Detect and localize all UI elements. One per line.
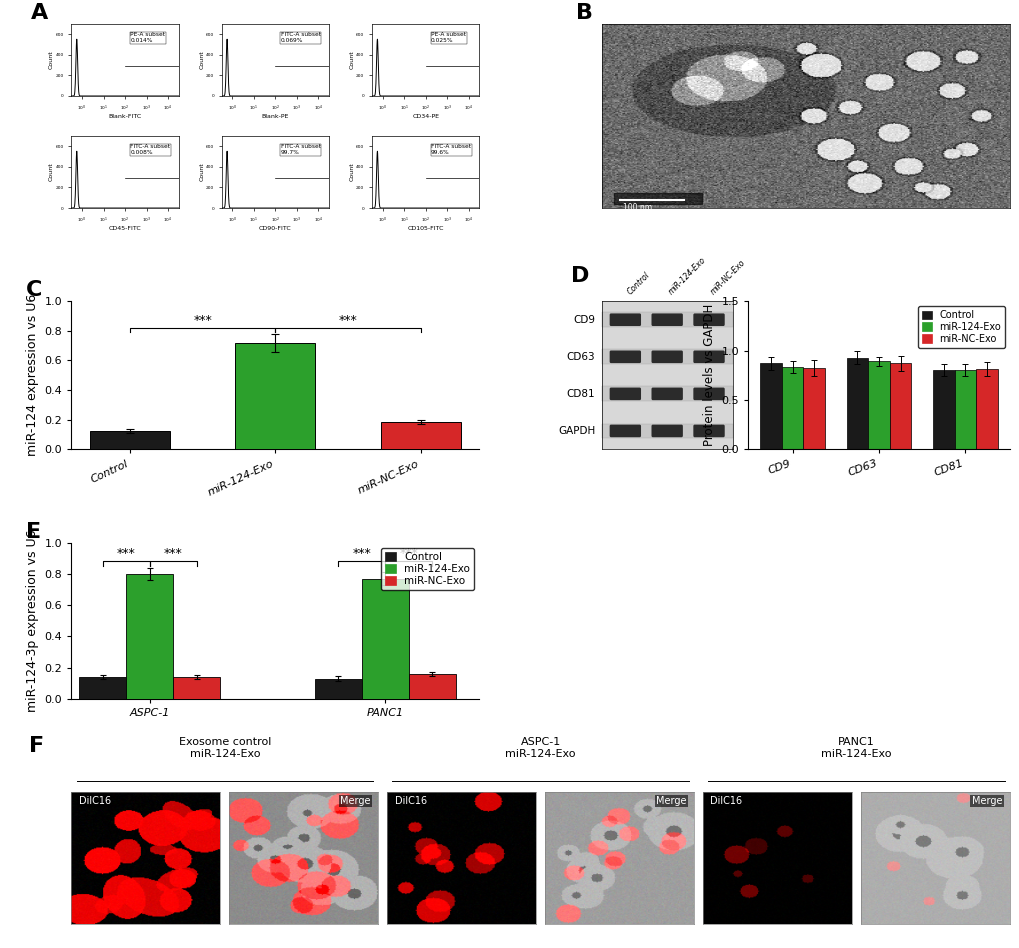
Text: ***: *** xyxy=(352,547,371,560)
X-axis label: CD105-FITC: CD105-FITC xyxy=(407,227,443,231)
FancyBboxPatch shape xyxy=(601,424,732,438)
Text: 100 nm: 100 nm xyxy=(623,204,651,212)
Text: DilC16: DilC16 xyxy=(78,796,111,806)
Y-axis label: Count: Count xyxy=(350,162,355,181)
Bar xyxy=(314,679,362,699)
Bar xyxy=(867,361,889,449)
Bar xyxy=(975,370,997,449)
Bar xyxy=(362,578,409,699)
Bar xyxy=(126,574,173,699)
Text: FITC-A subset
0.008%: FITC-A subset 0.008% xyxy=(130,144,170,155)
Text: ASPC-1
miR-124-Exo: ASPC-1 miR-124-Exo xyxy=(504,738,576,759)
Text: ***: *** xyxy=(399,547,418,560)
FancyBboxPatch shape xyxy=(609,425,640,437)
Bar xyxy=(781,368,803,449)
FancyBboxPatch shape xyxy=(601,350,732,364)
Text: DilC16: DilC16 xyxy=(394,796,426,806)
Text: A: A xyxy=(31,3,48,23)
Text: E: E xyxy=(25,522,41,542)
Bar xyxy=(932,371,954,449)
Legend: Control, miR-124-Exo, miR-NC-Exo: Control, miR-124-Exo, miR-NC-Exo xyxy=(381,548,474,591)
FancyBboxPatch shape xyxy=(651,351,682,363)
Y-axis label: Count: Count xyxy=(350,50,355,69)
Y-axis label: miR-124-3p expression vs U6: miR-124-3p expression vs U6 xyxy=(26,530,39,712)
Y-axis label: Count: Count xyxy=(49,50,54,69)
Text: FITC-A subset
99.6%: FITC-A subset 99.6% xyxy=(431,144,471,155)
Text: F: F xyxy=(29,737,44,757)
Text: Merge: Merge xyxy=(340,796,371,806)
Bar xyxy=(79,677,126,699)
FancyBboxPatch shape xyxy=(609,351,640,363)
FancyBboxPatch shape xyxy=(651,425,682,437)
Text: B: B xyxy=(576,3,593,23)
FancyBboxPatch shape xyxy=(601,387,732,401)
Y-axis label: miR-124 expression vs U6: miR-124 expression vs U6 xyxy=(26,294,39,456)
FancyBboxPatch shape xyxy=(609,314,640,326)
Text: miR-NC-Exo: miR-NC-Exo xyxy=(708,258,747,297)
Y-axis label: Count: Count xyxy=(200,162,204,181)
Text: ***: *** xyxy=(117,547,136,560)
FancyBboxPatch shape xyxy=(693,388,725,400)
Text: Merge: Merge xyxy=(971,796,1002,806)
X-axis label: Blank-PE: Blank-PE xyxy=(262,115,288,119)
Bar xyxy=(90,431,170,449)
Text: GAPDH: GAPDH xyxy=(557,426,595,436)
Text: Merge: Merge xyxy=(655,796,686,806)
Text: PE-A subset
0.025%: PE-A subset 0.025% xyxy=(431,32,466,44)
Y-axis label: Count: Count xyxy=(200,50,204,69)
Y-axis label: Count: Count xyxy=(49,162,54,181)
FancyBboxPatch shape xyxy=(601,312,732,327)
Bar xyxy=(380,422,461,449)
FancyBboxPatch shape xyxy=(693,314,725,326)
FancyBboxPatch shape xyxy=(693,351,725,363)
Bar xyxy=(409,674,455,699)
Bar xyxy=(846,357,867,449)
Text: FITC-A subset
0.069%: FITC-A subset 0.069% xyxy=(280,32,320,44)
Text: ***: *** xyxy=(338,314,357,327)
Bar xyxy=(954,371,975,449)
Text: Exosome control
miR-124-Exo: Exosome control miR-124-Exo xyxy=(178,738,271,759)
Text: ***: *** xyxy=(194,314,212,327)
Text: Control: Control xyxy=(625,271,651,297)
Text: miR-124-Exo: miR-124-Exo xyxy=(666,256,707,297)
Text: ***: *** xyxy=(164,547,182,560)
Bar xyxy=(759,363,781,449)
Text: C: C xyxy=(25,281,42,301)
Bar xyxy=(235,343,315,449)
X-axis label: Blank-FITC: Blank-FITC xyxy=(108,115,142,119)
Bar xyxy=(173,677,220,699)
Bar xyxy=(889,363,911,449)
Legend: Control, miR-124-Exo, miR-NC-Exo: Control, miR-124-Exo, miR-NC-Exo xyxy=(917,306,1004,348)
Text: DilC16: DilC16 xyxy=(709,796,742,806)
FancyBboxPatch shape xyxy=(651,314,682,326)
Text: D: D xyxy=(571,266,589,286)
Text: CD9: CD9 xyxy=(573,315,595,325)
X-axis label: CD45-FITC: CD45-FITC xyxy=(109,227,142,231)
Text: CD81: CD81 xyxy=(567,389,595,399)
Y-axis label: Protein levels vs GAPDH: Protein levels vs GAPDH xyxy=(702,304,715,447)
FancyBboxPatch shape xyxy=(651,388,682,400)
Text: CD63: CD63 xyxy=(567,352,595,362)
Text: PE-A subset
0.014%: PE-A subset 0.014% xyxy=(130,32,165,44)
FancyBboxPatch shape xyxy=(609,388,640,400)
Bar xyxy=(803,369,824,449)
X-axis label: CD34-PE: CD34-PE xyxy=(412,115,439,119)
FancyBboxPatch shape xyxy=(693,425,725,437)
Text: PANC1
miR-124-Exo: PANC1 miR-124-Exo xyxy=(820,738,891,759)
X-axis label: CD90-FITC: CD90-FITC xyxy=(259,227,291,231)
Text: FITC-A subset
99.7%: FITC-A subset 99.7% xyxy=(280,144,320,155)
